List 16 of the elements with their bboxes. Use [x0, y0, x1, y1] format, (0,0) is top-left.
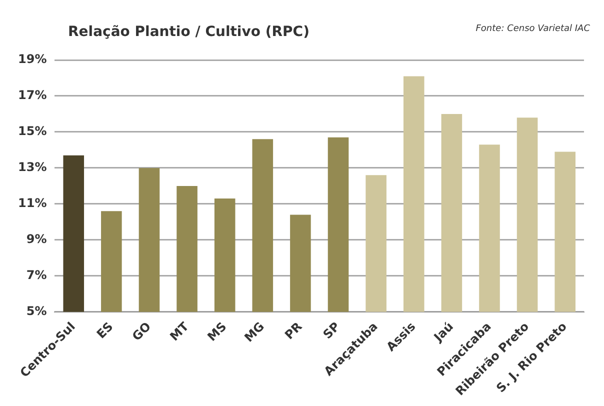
chart-title: Relação Plantio / Cultivo (RPC) [68, 24, 310, 40]
x-tick-label: ES [94, 319, 116, 342]
x-tick-label: MT [167, 318, 192, 344]
x-tick-label: GO [129, 319, 154, 344]
y-tick-label: 11% [18, 196, 47, 210]
x-tick-label: MG [242, 319, 267, 345]
y-tick-label: 17% [18, 88, 47, 102]
y-tick-label: 13% [18, 160, 47, 174]
y-tick-label: 15% [18, 124, 47, 138]
x-tick-label: PR [282, 319, 305, 342]
source-note: Fonte: Censo Varietal IAC [476, 24, 590, 34]
x-tick-label: MS [204, 319, 230, 344]
y-tick-label: 9% [26, 232, 47, 246]
y-tick-label: 7% [26, 268, 47, 282]
y-tick-label: 5% [26, 304, 47, 318]
y-tick-label: 19% [18, 52, 47, 66]
